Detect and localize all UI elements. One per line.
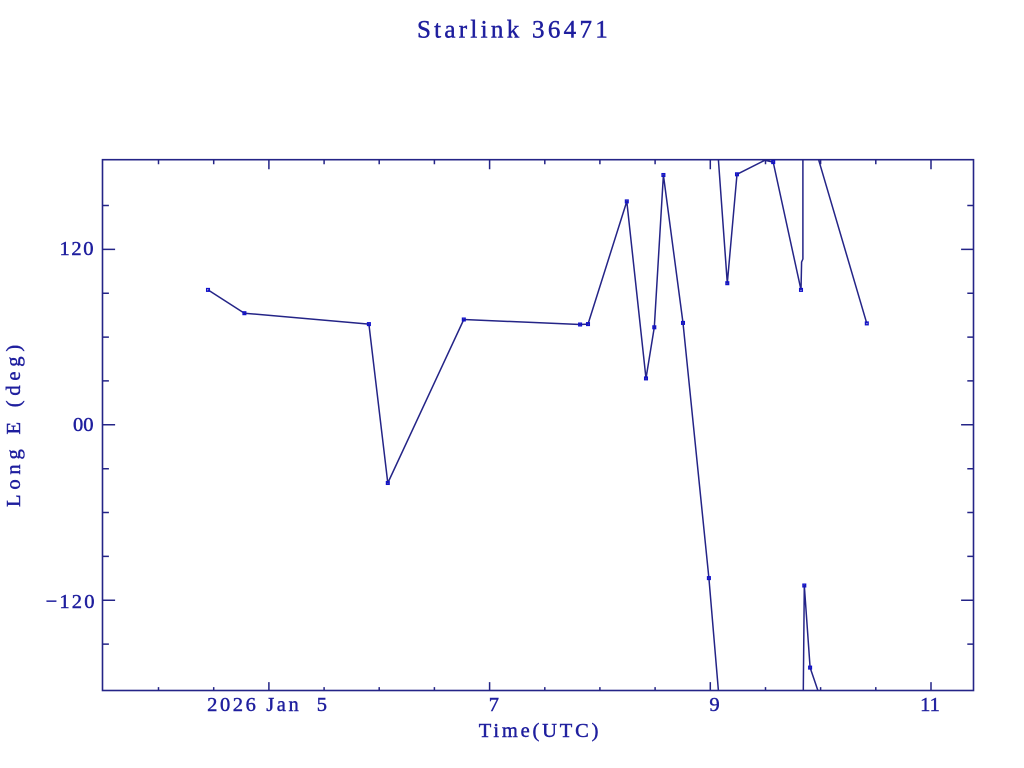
svg-text:−120: −120 bbox=[46, 591, 97, 613]
svg-text:00: 00 bbox=[73, 414, 94, 436]
svg-text:Long E (deg): Long E (deg) bbox=[3, 340, 25, 507]
svg-text:Starlink 36471: Starlink 36471 bbox=[417, 17, 611, 44]
svg-text:11: 11 bbox=[920, 694, 940, 716]
svg-text:9: 9 bbox=[709, 694, 719, 716]
svg-text:120: 120 bbox=[60, 238, 96, 260]
svg-text:2026 Jan 5: 2026 Jan 5 bbox=[207, 694, 330, 716]
svg-text:7: 7 bbox=[489, 694, 499, 716]
svg-text:Time(UTC): Time(UTC) bbox=[479, 720, 601, 742]
